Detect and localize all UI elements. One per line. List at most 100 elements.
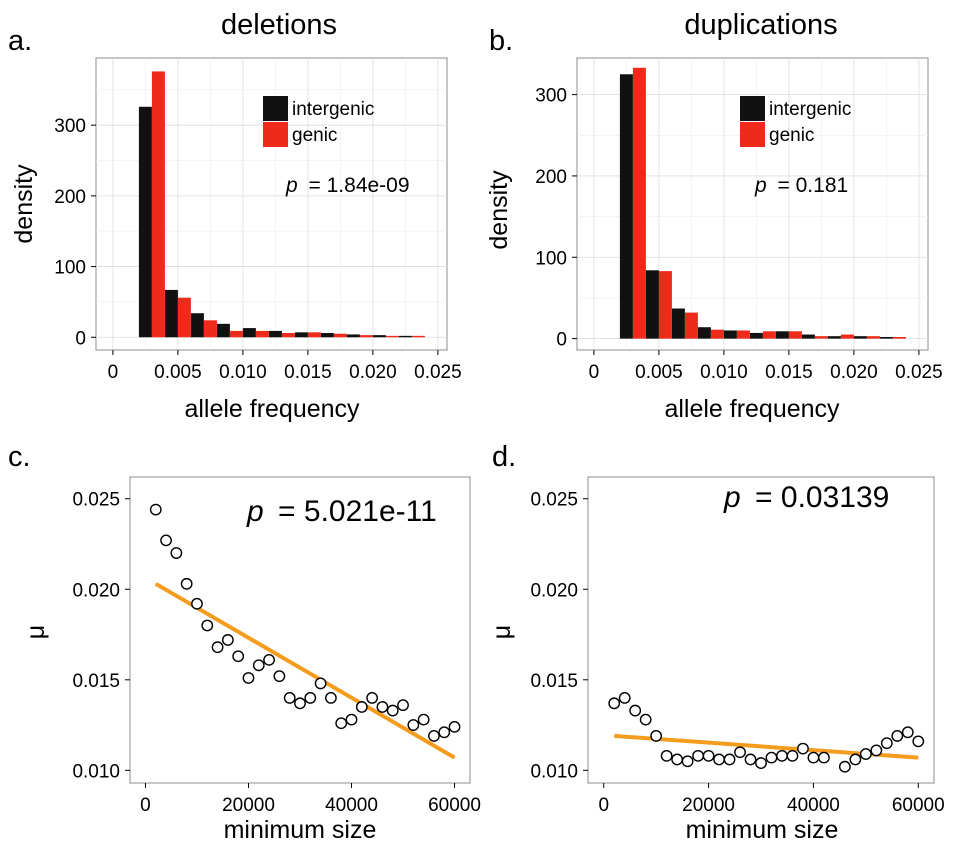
data-point	[797, 742, 809, 755]
x-tick-label: 0	[140, 795, 151, 816]
x-tick-label: 0.010	[219, 362, 267, 383]
x-tick-label: 40000	[325, 795, 378, 816]
legend-label-genic: genic	[769, 125, 814, 146]
p-symbol: p	[246, 495, 264, 528]
bar-genic	[203, 320, 217, 338]
bar-intergenic	[242, 328, 256, 338]
fit-line	[154, 582, 456, 760]
x-tick-label: 60000	[428, 795, 481, 816]
y-axis-label: μ	[488, 625, 516, 639]
x-tick-label: 0.010	[700, 362, 748, 383]
panel-title: duplications	[684, 9, 837, 41]
bar-genic	[359, 335, 373, 338]
bar-genic	[632, 67, 646, 339]
data-point	[149, 503, 162, 516]
axis-ticks: 0 20000 40000 60000 0.010 0.015 0.020 0.025	[72, 490, 481, 816]
data-point	[786, 749, 799, 762]
bar-genic	[177, 297, 191, 338]
p-value: = 1.84e-09	[309, 174, 410, 197]
bar-genic	[840, 334, 854, 339]
bar-intergenic	[723, 330, 737, 339]
panel-deletions-mu: c. p = 5.021e-11 0 20000 40000 60000 0.010 0.…	[8, 441, 481, 844]
y-tick-label: 0.020	[72, 580, 120, 601]
bar-intergenic	[749, 332, 763, 339]
bar-genic	[658, 271, 672, 339]
data-point	[283, 691, 296, 704]
bar-genic	[762, 331, 776, 339]
data-point	[702, 749, 715, 762]
y-tick-label: 0	[75, 328, 86, 349]
data-point	[428, 730, 440, 742]
data-point	[681, 755, 694, 768]
panel-letter: a.	[8, 25, 32, 57]
bar-genic	[229, 330, 243, 338]
x-axis-label: minimum size	[224, 816, 377, 844]
data-point	[639, 713, 652, 726]
bar-intergenic	[645, 270, 659, 339]
y-axis-label: density	[485, 170, 513, 250]
x-axis-label: allele frequency	[664, 395, 840, 423]
points	[608, 691, 925, 773]
data-point	[744, 753, 757, 766]
p-value: = 5.021e-11	[278, 495, 437, 528]
p-value-annotation: p = 5.021e-11	[246, 495, 437, 528]
y-tick-label: 0.010	[530, 761, 578, 782]
bar-intergenic	[853, 336, 867, 339]
data-point	[242, 672, 255, 684]
bar-intergenic	[320, 333, 334, 338]
data-point	[294, 697, 306, 710]
x-axis-label: allele frequency	[184, 395, 360, 423]
data-point	[734, 746, 746, 759]
bar-genic	[385, 335, 399, 338]
y-tick-label: 300	[535, 86, 567, 107]
data-point	[713, 753, 725, 766]
panel-deletions: a. deletions intergenic genic p = 1.84e-…	[8, 9, 462, 423]
bar-intergenic	[164, 289, 178, 338]
x-tick-label: 0.020	[830, 362, 878, 383]
x-tick-label: 0.025	[414, 362, 462, 383]
p-value: = 0.03139	[755, 481, 889, 514]
panel-duplications: b. duplications intergenic genic p = 0.1…	[485, 9, 943, 423]
bar-intergenic	[216, 323, 230, 338]
bar-genic	[151, 71, 165, 338]
p-value-annotation: p = 1.84e-09	[285, 174, 410, 197]
data-point	[870, 744, 883, 757]
bars	[138, 71, 425, 338]
bar-intergenic	[775, 331, 789, 339]
data-point	[849, 753, 862, 766]
data-point	[765, 751, 778, 764]
bar-genic	[736, 330, 750, 339]
x-tick-label: 0.015	[765, 362, 813, 383]
x-tick-label: 20000	[222, 795, 275, 816]
data-point	[263, 653, 275, 666]
data-point	[355, 701, 368, 713]
y-axis-label: μ	[22, 625, 50, 639]
bar-intergenic	[671, 308, 685, 339]
data-point	[660, 749, 673, 762]
p-symbol: p	[754, 174, 767, 197]
data-point	[304, 691, 317, 704]
data-point	[671, 753, 684, 766]
legend: intergenic genic	[263, 96, 374, 147]
x-tick-label: 0.005	[635, 362, 683, 383]
p-symbol: p	[285, 174, 298, 197]
legend-swatch-intergenic	[740, 96, 765, 121]
p-symbol: p	[723, 481, 741, 514]
panel-title: deletions	[221, 9, 337, 41]
data-point	[417, 713, 430, 726]
legend-swatch-genic	[740, 122, 765, 147]
bar-intergenic	[268, 330, 282, 338]
p-value-annotation: p = 0.03139	[723, 481, 889, 514]
bar-intergenic	[190, 313, 204, 338]
panel-letter: b.	[489, 25, 513, 57]
legend-swatch-genic	[263, 122, 288, 147]
legend-swatch-intergenic	[263, 96, 288, 121]
panel-duplications-mu: d. p = 0.03139 0 20000 40000 60000 0.010 0.01…	[488, 441, 945, 844]
x-tick-label: 40000	[787, 795, 840, 816]
y-axis-label: density	[10, 164, 38, 244]
bar-genic	[788, 331, 802, 339]
data-point	[273, 670, 286, 683]
data-point	[191, 597, 203, 610]
data-point	[397, 699, 409, 712]
